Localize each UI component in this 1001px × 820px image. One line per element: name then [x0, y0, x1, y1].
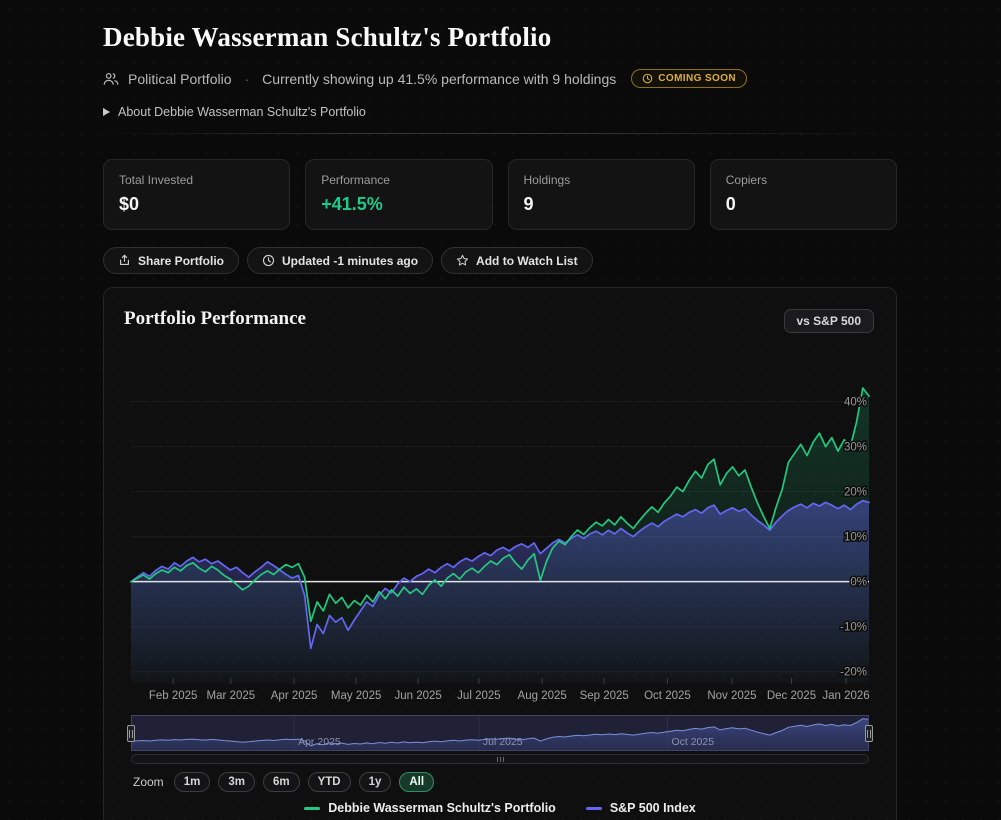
stat-value: 0	[725, 194, 736, 214]
zoom-preset-3m[interactable]: 3m	[218, 772, 255, 792]
y-axis-label: 40%	[844, 397, 867, 409]
navigator-label: Oct 2025	[671, 736, 714, 748]
people-icon	[103, 71, 119, 87]
portfolio-category: Political Portfolio	[128, 70, 232, 87]
y-axis-label: 0%	[850, 577, 867, 589]
zoom-preset-all[interactable]: All	[399, 772, 435, 792]
y-axis-label: 30%	[844, 442, 867, 454]
navigator-line	[131, 718, 869, 747]
scrollbar-grip[interactable]	[496, 756, 504, 762]
stats-row: Total Invested $0 Performance +41.5% Hol…	[103, 159, 897, 230]
x-axis-label: Sep 2025	[580, 690, 629, 702]
zoom-controls: Zoom 1m 3m 6m YTD 1y All	[133, 772, 435, 792]
navigator-label: Jul 2025	[483, 736, 523, 748]
x-axis-label: Jul 2025	[457, 690, 500, 702]
caret-right-icon	[103, 108, 110, 116]
x-axis-label: Aug 2025	[518, 690, 567, 702]
x-axis-label: Feb 2025	[149, 690, 198, 702]
x-axis-label: Oct 2025	[644, 690, 691, 702]
share-icon	[118, 254, 131, 267]
stat-value: $0	[119, 194, 140, 214]
stat-card-total-invested: Total Invested $0	[103, 159, 291, 230]
navigator-area	[131, 718, 869, 751]
portfolio-meta-row: Political Portfolio · Currently showing …	[103, 69, 897, 88]
zoom-preset-ytd[interactable]: YTD	[307, 772, 351, 792]
actions-row: Share Portfolio Updated -1 minutes ago A…	[103, 247, 897, 274]
stat-card-copiers: Copiers 0	[709, 159, 897, 230]
vs-sp500-button[interactable]: vs S&P 500	[783, 309, 874, 333]
y-axis-label: -10%	[840, 622, 867, 634]
legend-item[interactable]: Debbie Wasserman Schultz's Portfolio	[304, 801, 556, 815]
updated-button[interactable]: Updated -1 minutes ago	[247, 247, 434, 274]
x-axis-label: Dec 2025	[767, 690, 816, 702]
navigator-scrollbar[interactable]	[131, 754, 869, 764]
x-axis-label: May 2025	[331, 690, 382, 702]
coming-soon-badge: COMING SOON	[631, 69, 748, 88]
navigator-label: Apr 2025	[298, 736, 341, 748]
x-axis-label: Nov 2025	[707, 690, 756, 702]
section-divider	[103, 133, 897, 134]
page-title: Debbie Wasserman Schultz's Portfolio	[103, 22, 552, 52]
stat-card-performance: Performance +41.5%	[305, 159, 493, 230]
zoom-label: Zoom	[133, 775, 164, 789]
navigator-right-handle[interactable]	[865, 725, 873, 742]
x-axis-label: Mar 2025	[207, 690, 256, 702]
y-axis-label: 10%	[844, 532, 867, 544]
chart-legend: Debbie Wasserman Schultz's Portfolio S&P …	[104, 801, 896, 815]
dot-separator: ·	[244, 70, 250, 87]
portfolio-performance-card: Portfolio Performance vs S&P 500 40% 30% 2…	[103, 287, 897, 820]
legend-label: Debbie Wasserman Schultz's Portfolio	[328, 801, 556, 815]
series-area	[131, 500, 869, 683]
y-axis-label: -20%	[840, 667, 867, 679]
x-axis-label: Jan 2026	[822, 690, 869, 702]
stat-card-holdings: Holdings 9	[507, 159, 695, 230]
zoom-preset-6m[interactable]: 6m	[262, 772, 300, 792]
x-axis-label: Jun 2025	[394, 690, 441, 702]
stat-label: Copiers	[725, 173, 768, 187]
portfolio-summary: Currently showing up 41.5% performance w…	[262, 70, 617, 87]
about-toggle[interactable]: About Debbie Wasserman Schultz's Portfol…	[103, 105, 897, 119]
stat-label: Total Invested	[119, 173, 194, 187]
x-axis-label: Apr 2025	[271, 690, 318, 702]
star-icon	[456, 254, 469, 267]
legend-label: S&P 500 Index	[609, 801, 696, 815]
stat-value: 9	[523, 194, 534, 214]
range-navigator[interactable]: Apr 2025 Jul 2025 Oct 2025	[131, 715, 869, 751]
series-line	[130, 499, 870, 650]
share-portfolio-button[interactable]: Share Portfolio	[103, 247, 240, 274]
zoom-preset-1y[interactable]: 1y	[358, 772, 392, 792]
chart-title: Portfolio Performance	[124, 308, 306, 329]
navigator-mask	[131, 715, 869, 751]
navigator-left-handle[interactable]	[127, 725, 135, 742]
legend-item[interactable]: S&P 500 Index	[585, 801, 696, 815]
portfolio-page: Debbie Wasserman Schultz's Portfolio Pol…	[103, 0, 897, 274]
clock-icon	[262, 254, 275, 267]
legend-swatch	[304, 806, 321, 810]
clock-icon	[642, 73, 653, 84]
stat-label: Performance	[321, 173, 390, 187]
y-axis-label: 20%	[844, 487, 867, 499]
stat-value: +41.5%	[321, 194, 383, 214]
add-to-watchlist-button[interactable]: Add to Watch List	[441, 247, 593, 274]
performance-chart[interactable]: 40% 30% 20% 10% 0% -10% -20% Feb 2025 Mar 2025 Ap…	[130, 361, 870, 702]
zoom-preset-1m[interactable]: 1m	[173, 772, 211, 792]
series-line	[130, 387, 870, 623]
stat-label: Holdings	[523, 173, 571, 187]
legend-swatch	[585, 806, 602, 810]
